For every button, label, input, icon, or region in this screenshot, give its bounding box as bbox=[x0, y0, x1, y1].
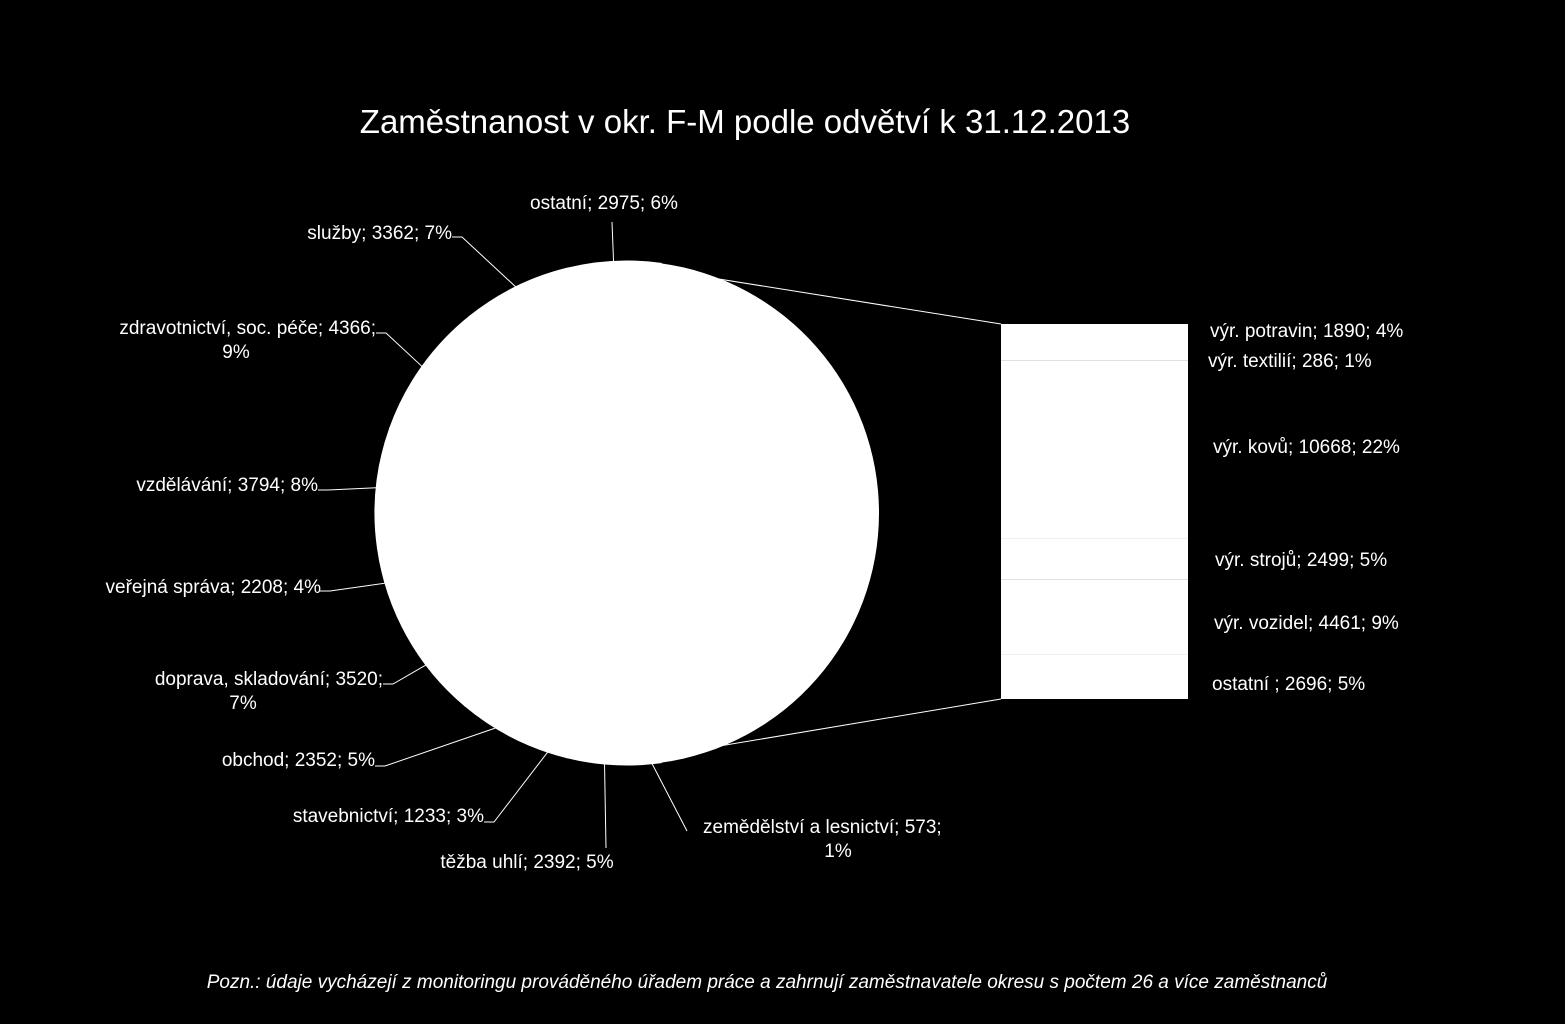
bar-segment bbox=[1001, 654, 1188, 699]
pie-slice bbox=[469, 267, 628, 514]
slice-label: vzdělávání; 3794; 8% bbox=[136, 475, 318, 496]
leader-line bbox=[484, 751, 549, 823]
slice-label: veřejná správa; 2208; 4% bbox=[106, 577, 322, 598]
leader-line bbox=[611, 221, 615, 262]
leader-line bbox=[604, 763, 607, 849]
leader-line bbox=[375, 727, 496, 767]
slice-label-percent: 9% bbox=[222, 342, 250, 363]
data-labels: zemědělství a lesnictví; 573; 1% těžba uhl… bbox=[106, 193, 1404, 873]
bar-segment bbox=[1001, 324, 1188, 356]
bar-segment-label: výr. potravin; 1890; 4% bbox=[1210, 321, 1403, 342]
leader-line bbox=[452, 236, 517, 288]
chart-title: Zaměstnanost v okr. F-M podle odvětví k … bbox=[360, 103, 1130, 140]
bar-segment-label: výr. strojů; 2499; 5% bbox=[1215, 550, 1387, 571]
leader-line bbox=[318, 487, 377, 491]
bar-of-pie-column bbox=[1001, 324, 1188, 699]
leader-line bbox=[383, 664, 427, 685]
pie-slice bbox=[396, 512, 628, 707]
slice-label: zemědělství a lesnictví; 573; bbox=[703, 817, 942, 838]
bar-segment-label: výr. vozidel; 4461; 9% bbox=[1214, 613, 1399, 634]
leader-line bbox=[320, 582, 386, 592]
bar-segment-label: ostatní ; 2696; 5% bbox=[1212, 674, 1365, 695]
leader-line bbox=[376, 332, 423, 367]
slice-label: stavebnictví; 1233; 3% bbox=[293, 806, 484, 827]
bar-segment bbox=[1001, 538, 1188, 580]
bar-segment bbox=[1001, 579, 1188, 655]
bar-segment-label: výr. textilií; 286; 1% bbox=[1208, 351, 1372, 372]
bar-segment bbox=[1001, 360, 1188, 539]
leader-line bbox=[651, 763, 688, 832]
footnote: Pozn.: údaje vycházejí z monitoringu pro… bbox=[207, 972, 1328, 993]
slice-label: těžba uhlí; 2392; 5% bbox=[440, 852, 613, 873]
slice-label-percent: 7% bbox=[229, 693, 257, 714]
leader-lines bbox=[318, 221, 688, 849]
pie-slice-combined bbox=[627, 263, 880, 763]
bar-segment-label: výr. kovů; 10668; 22% bbox=[1213, 437, 1400, 458]
pie-slice bbox=[388, 315, 629, 515]
slice-label: služby; 3362; 7% bbox=[307, 223, 452, 244]
slice-label: doprava, skladování; 3520; bbox=[155, 669, 383, 690]
slice-label: obchod; 2352; 5% bbox=[222, 750, 375, 771]
pie bbox=[374, 260, 880, 766]
slice-label: ostatní; 2975; 6% bbox=[530, 193, 678, 214]
slice-label-percent: 1% bbox=[824, 841, 852, 862]
slice-label: zdravotnictví, soc. péče; 4366; bbox=[119, 318, 376, 339]
bar-segment bbox=[1001, 355, 1188, 361]
